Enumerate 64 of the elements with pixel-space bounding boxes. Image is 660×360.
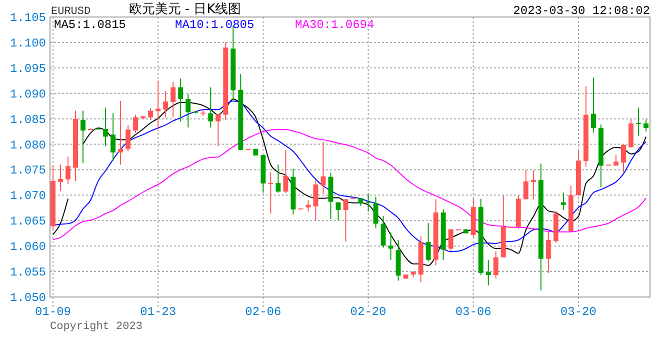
candlestick bbox=[66, 156, 70, 184]
y-tick-label: 1.075 bbox=[10, 164, 46, 178]
y-tick-label: 1.070 bbox=[10, 189, 46, 204]
candlestick bbox=[163, 90, 168, 118]
y-tick-label: 1.105 bbox=[10, 11, 46, 25]
y-tick-label: 1.085 bbox=[10, 112, 46, 127]
candlestick bbox=[110, 112, 116, 162]
x-tick-label: 01-09 bbox=[34, 305, 72, 319]
y-tick-label: 1.050 bbox=[10, 291, 46, 305]
candlestick bbox=[313, 180, 318, 222]
text: MA5:1.0815 bbox=[54, 18, 126, 32]
candlestick bbox=[216, 114, 221, 147]
candlestick bbox=[448, 228, 454, 252]
candlestick bbox=[283, 149, 288, 194]
candlestick bbox=[636, 107, 641, 136]
candlestick bbox=[156, 80, 161, 130]
candlestick bbox=[493, 250, 498, 280]
candlestick bbox=[208, 86, 214, 128]
text: MA10:1.0805 bbox=[175, 18, 254, 32]
x-tick-label: 01-23 bbox=[140, 305, 176, 319]
candlestick bbox=[276, 164, 281, 194]
candlestick bbox=[628, 118, 634, 148]
candlestick bbox=[118, 100, 124, 166]
x-tick-label: 03-06 bbox=[455, 305, 492, 319]
candlestick bbox=[546, 230, 551, 274]
y-tick-label: 1.090 bbox=[10, 87, 46, 102]
candlestick bbox=[170, 81, 176, 118]
y-tick-label: 1.080 bbox=[10, 138, 46, 152]
candlestick bbox=[186, 93, 191, 128]
candlestick bbox=[80, 110, 86, 164]
x-tick-label: 03-20 bbox=[560, 305, 596, 319]
x-tick-label: 02-06 bbox=[245, 305, 282, 319]
candlestick bbox=[621, 144, 626, 173]
candlestick bbox=[133, 114, 138, 134]
candlestick bbox=[388, 232, 394, 260]
candlestick bbox=[523, 169, 528, 200]
y-tick-label: 1.055 bbox=[10, 266, 46, 280]
candlestick bbox=[560, 192, 566, 210]
chart-title: 欧元美元 - 日K线图 bbox=[128, 1, 242, 17]
candlestick bbox=[366, 193, 371, 212]
candlestick bbox=[530, 170, 536, 200]
y-tick-label: 1.095 bbox=[10, 62, 46, 76]
text: Copyright 2023 bbox=[50, 321, 142, 333]
text: MA30:1.0694 bbox=[295, 18, 374, 32]
candlestick bbox=[103, 107, 108, 147]
candlestick bbox=[200, 108, 206, 116]
y-tick-label: 1.060 bbox=[10, 240, 46, 254]
candlestick bbox=[58, 164, 63, 192]
candlestick bbox=[268, 172, 274, 214]
candlestick bbox=[178, 78, 184, 122]
x-tick-label: 02-20 bbox=[350, 305, 386, 319]
candlestick bbox=[306, 200, 311, 212]
candlestick bbox=[380, 216, 386, 248]
line-series bbox=[52, 129, 646, 240]
candlestick bbox=[486, 259, 491, 286]
candlestick bbox=[590, 77, 596, 134]
candlestick bbox=[644, 118, 648, 132]
candlestick bbox=[426, 222, 431, 262]
annotation: 2023-03-30 12:08:02 bbox=[513, 4, 650, 18]
candlestick bbox=[148, 108, 154, 120]
annotation: EURUSD bbox=[51, 6, 92, 18]
y-tick-label: 1.100 bbox=[10, 36, 46, 50]
y-tick-label: 1.065 bbox=[10, 214, 46, 229]
candlestick bbox=[126, 124, 131, 152]
